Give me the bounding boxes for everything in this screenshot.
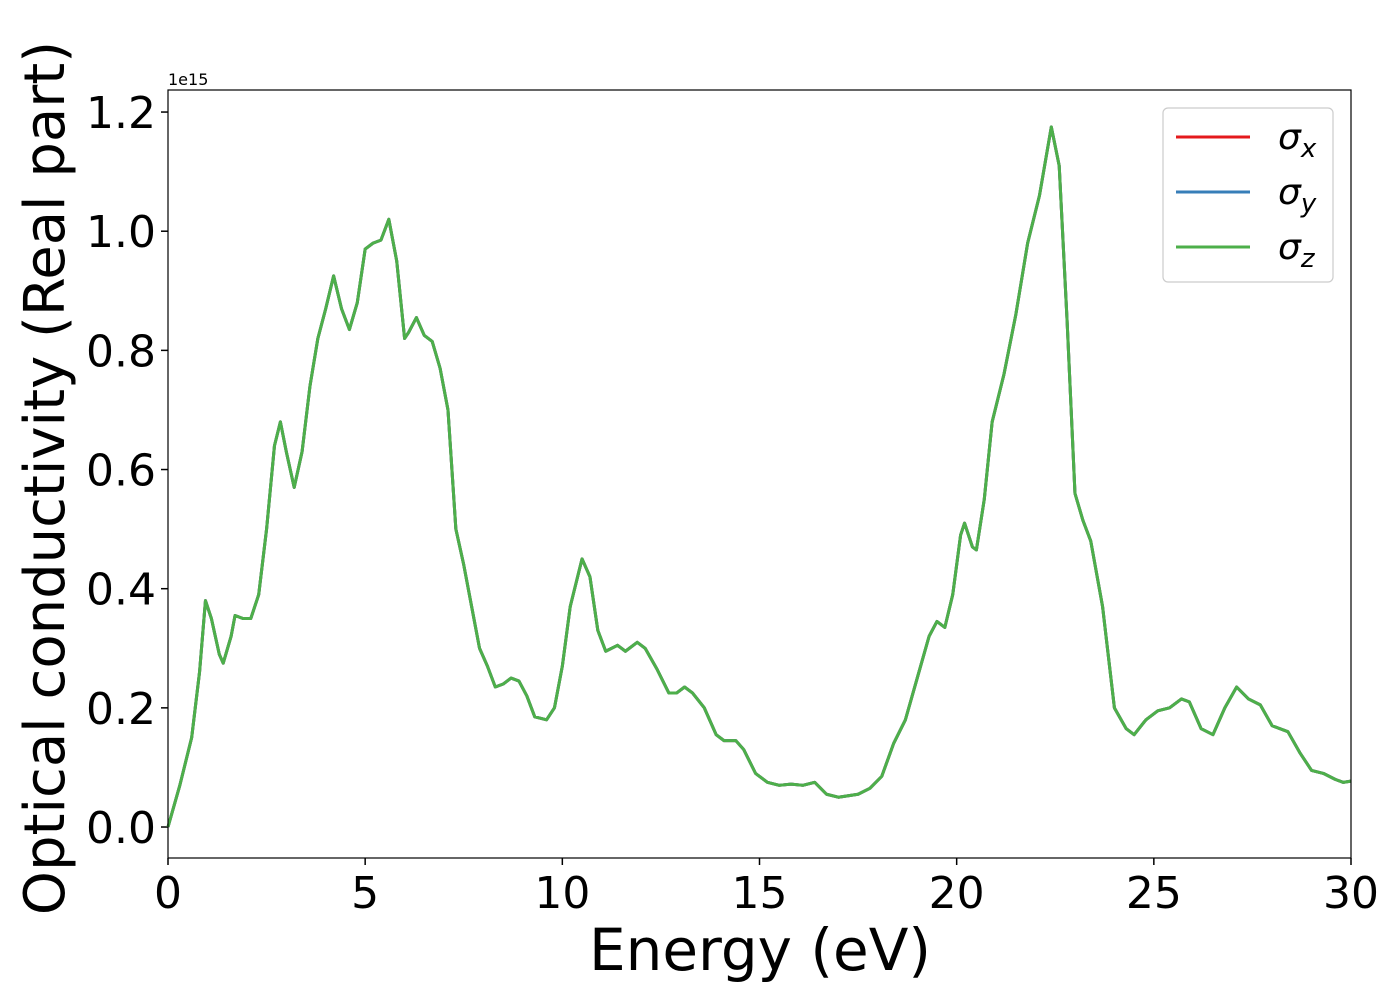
y-tick-label: 0.2 — [86, 684, 156, 735]
y-tick-label: 0.0 — [86, 803, 156, 854]
x-tick-label: 30 — [1323, 868, 1379, 919]
y-tick-label: 0.6 — [86, 446, 156, 497]
x-tick-label: 20 — [929, 868, 985, 919]
x-tick-label: 5 — [351, 868, 379, 919]
x-tick-label: 15 — [732, 868, 788, 919]
y-tick-label: 1.0 — [86, 207, 156, 258]
legend-box — [1162, 107, 1334, 283]
x-tick-label: 25 — [1126, 868, 1182, 919]
legend-label: σz — [1278, 227, 1316, 274]
x-axis-label: Energy (eV) — [589, 916, 931, 984]
x-tick-label: 10 — [534, 868, 590, 919]
y-tick-label: 0.8 — [86, 326, 156, 377]
x-tick-label: 0 — [154, 868, 182, 919]
legend-label: σy — [1278, 172, 1317, 219]
plot-frame — [167, 89, 1352, 859]
legend-label: σx — [1278, 117, 1317, 164]
y-tick-label: 0.4 — [86, 565, 156, 616]
y-tick-label: 1.2 — [86, 88, 156, 139]
offset-text: 1e15 — [168, 70, 208, 89]
y-axis-label: Optical conductivity (Real part) — [13, 41, 78, 915]
series-line — [166, 125, 1352, 828]
